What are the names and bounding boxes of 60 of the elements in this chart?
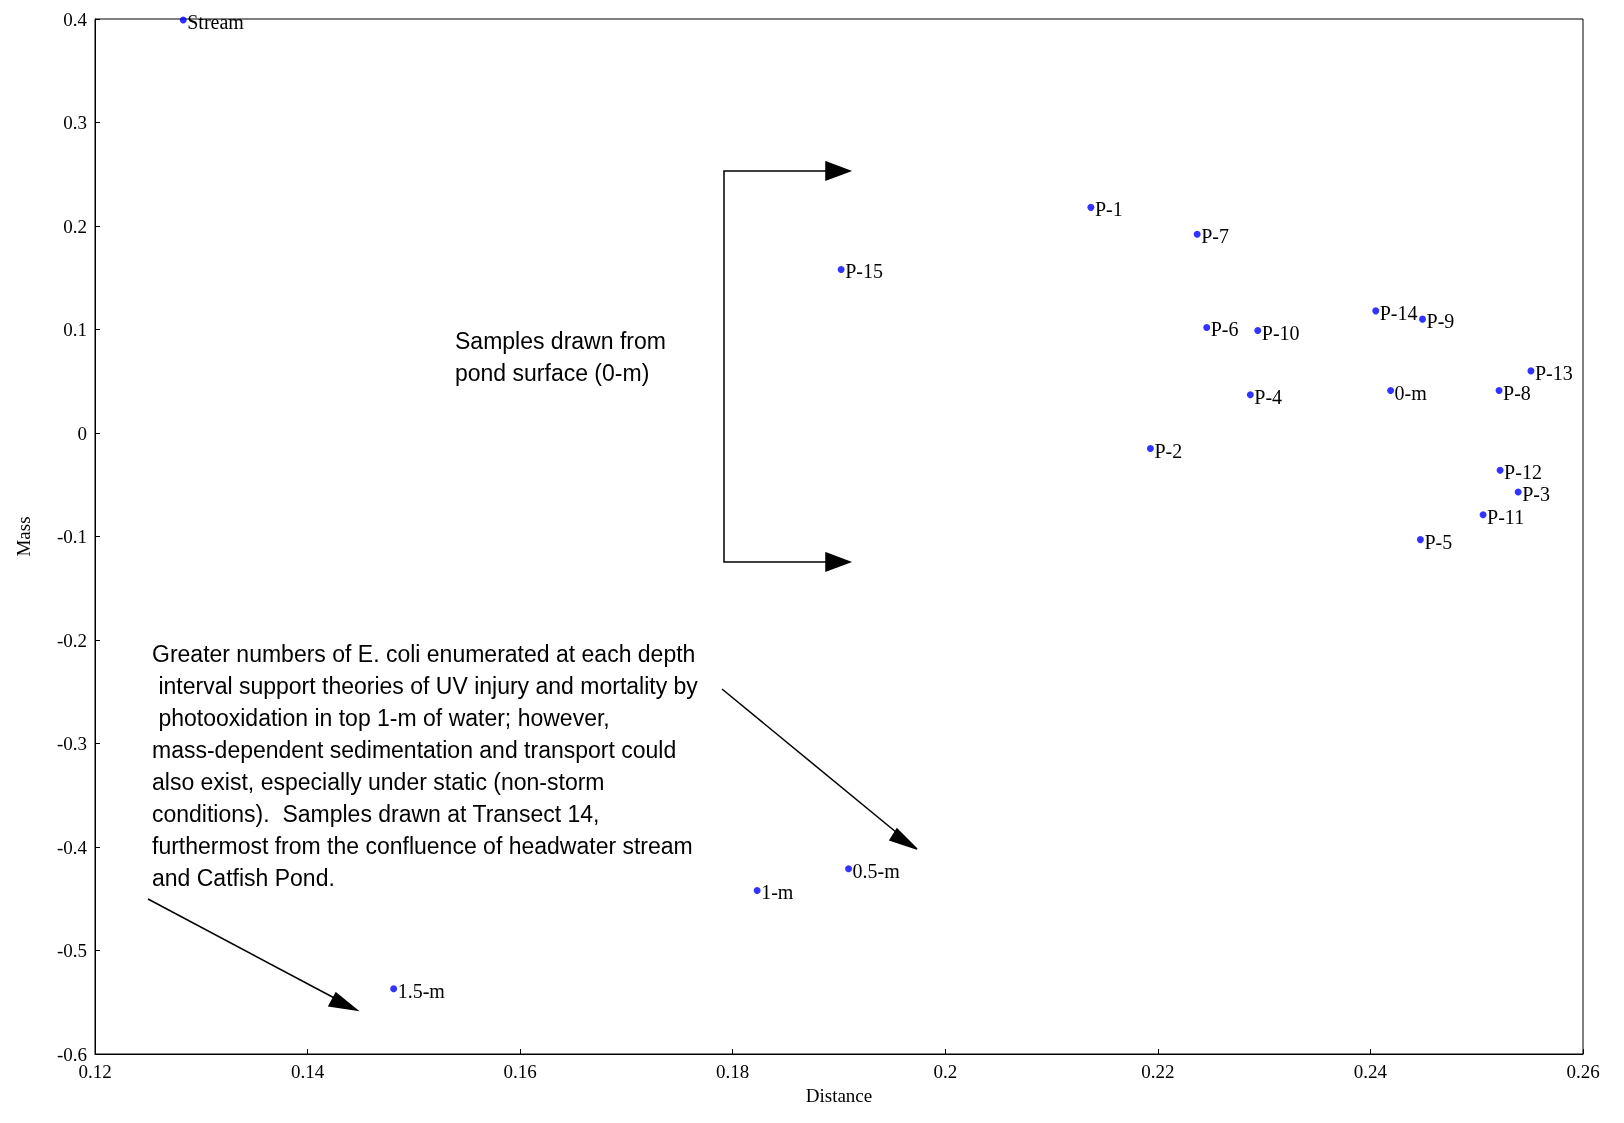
annotation: 0-m [1394, 381, 1428, 404]
y-axis-title: Mass [13, 516, 34, 557]
point [753, 886, 761, 894]
annotation: P-13 [1534, 361, 1573, 384]
y-tick-label: -0.1 [56, 526, 87, 547]
annotation: P-10 [1261, 321, 1300, 344]
point [179, 16, 187, 24]
point [1193, 230, 1201, 238]
point [845, 865, 853, 873]
annotation: P-7 [1201, 225, 1229, 248]
point [1203, 323, 1211, 331]
point [1496, 466, 1504, 474]
annotation: P-11 [1487, 505, 1525, 528]
annotation: P-6 [1210, 318, 1239, 341]
point [1246, 391, 1254, 399]
annotation: P-9 [1426, 310, 1455, 333]
point [1479, 511, 1487, 519]
annotation: 1.5-m [397, 979, 446, 1002]
y-tick-label: 0 [77, 422, 87, 444]
point [1419, 315, 1427, 323]
annotation: P-4 [1254, 385, 1283, 408]
annotation: P-8 [1503, 381, 1531, 404]
point [1527, 367, 1535, 375]
x-tick-label: 0.14 [290, 1061, 325, 1082]
x-tick-label: 0.24 [1353, 1061, 1388, 1082]
annotation: P-15 [845, 260, 883, 283]
y-tick-label: 0.3 [63, 112, 87, 133]
annotation: P-14 [1379, 301, 1418, 324]
point [390, 985, 398, 993]
point [1087, 203, 1095, 211]
annotation: P-5 [1424, 530, 1453, 553]
annotation: Stream [187, 11, 245, 34]
x-tick-label: 0.2 [933, 1061, 958, 1082]
point [1146, 445, 1154, 453]
point [1495, 387, 1503, 395]
x-tick-label: 0.22 [1141, 1061, 1175, 1082]
y-tick-label: -0.5 [56, 940, 87, 961]
y-tick-label: 0.2 [63, 215, 87, 237]
y-tick-label: 0.1 [63, 319, 87, 340]
x-tick-label: 0.16 [503, 1061, 537, 1082]
annotation: Samples drawn from pond surface (0-m) [455, 328, 673, 386]
x-axis-title: Distance [805, 1085, 873, 1106]
annotation: P-3 [1522, 482, 1550, 505]
y-tick-label: -0.3 [56, 733, 87, 754]
x-tick-label: 0.26 [1566, 1061, 1600, 1082]
y-tick-label: -0.4 [56, 836, 88, 858]
y-tick-label: -0.2 [56, 629, 87, 651]
annotation: P-2 [1154, 439, 1183, 462]
point [1254, 327, 1262, 335]
annotation: P-1 [1094, 198, 1123, 221]
annotation: 1-m [761, 881, 794, 904]
x-tick-label: 0.18 [716, 1061, 750, 1082]
point [837, 265, 845, 273]
y-tick-label: 0.4 [63, 8, 88, 30]
annotation: Greater numbers of E. coli enumerated at each depth interval support theories of UV injury and mortality by photooxidation in top 1-m of water; however, mass-dependent sedimentation and transport could also exist, especially under static (non-storm conditions). Samples drawn at Transect 14, furthermost from the confluence of headwater stream and Catfish Pond. [152, 641, 700, 891]
point [1416, 536, 1424, 544]
annotation: P-12 [1504, 461, 1542, 484]
point [1387, 387, 1395, 395]
annotation: 0.5-m [852, 859, 901, 882]
point [1372, 307, 1380, 315]
